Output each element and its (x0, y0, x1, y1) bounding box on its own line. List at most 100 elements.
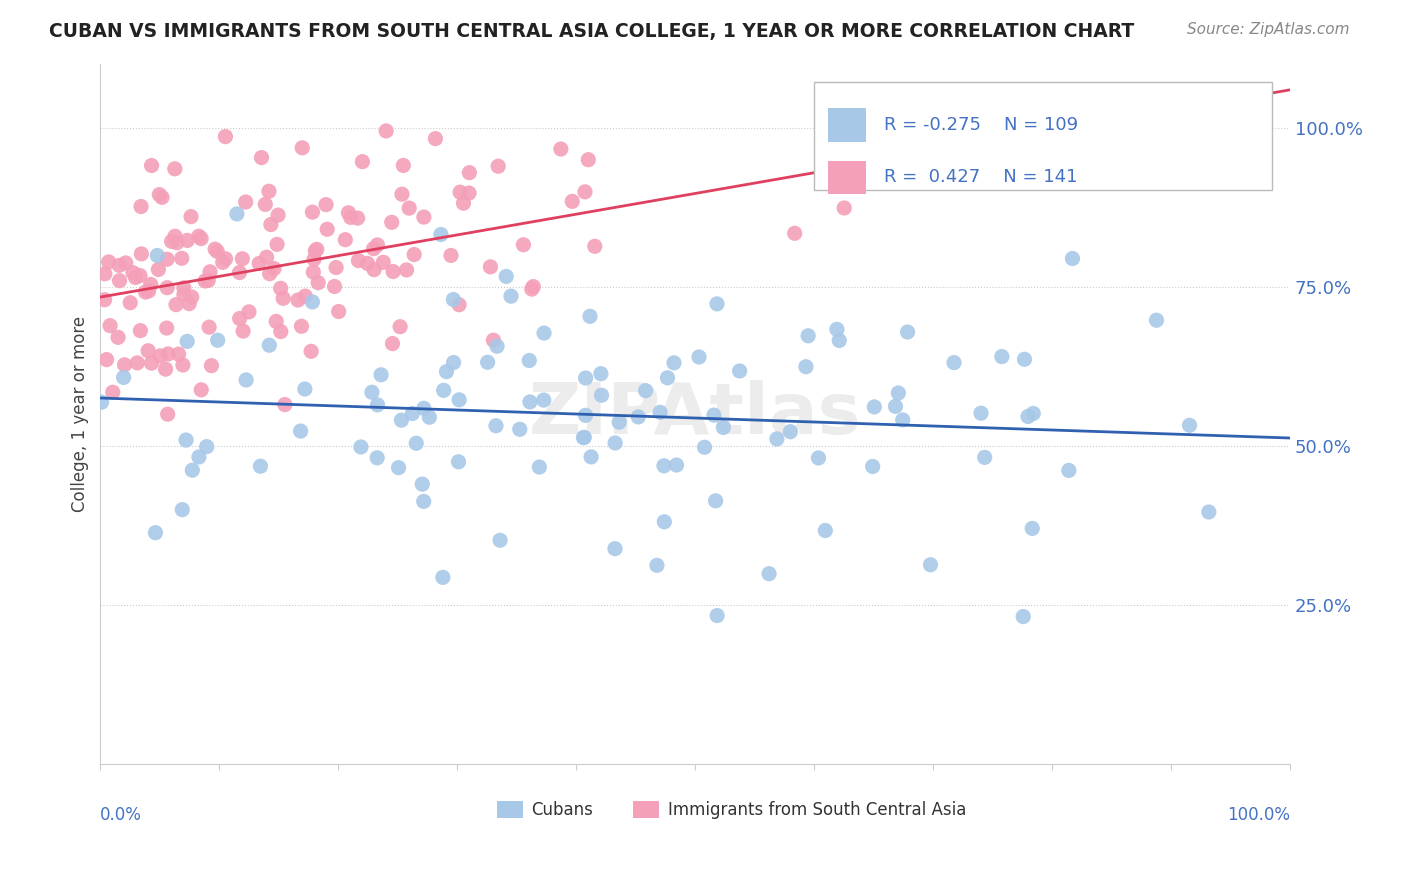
Point (156, 252, 179, 267)
Point (1146, 313, 1168, 327)
Point (970, 406, 993, 420)
Text: ZIPAtlas: ZIPAtlas (529, 380, 862, 449)
Point (706, 608, 728, 623)
Point (291, 141, 314, 155)
Point (398, 201, 420, 215)
Point (228, 311, 250, 326)
Text: R =  0.427    N = 141: R = 0.427 N = 141 (884, 169, 1078, 186)
Text: Source: ZipAtlas.com: Source: ZipAtlas.com (1187, 22, 1350, 37)
Point (93, 293, 115, 307)
Point (449, 298, 471, 312)
Text: R = -0.275    N = 109: R = -0.275 N = 109 (884, 116, 1078, 134)
Point (264, 314, 287, 328)
Point (149, 349, 172, 363)
Point (270, 281, 292, 295)
Point (519, 395, 541, 409)
Text: 100.0%: 100.0% (1227, 806, 1291, 824)
Point (120, 295, 142, 310)
Point (271, 291, 294, 305)
Point (266, 237, 288, 252)
Point (160, 235, 183, 249)
Point (381, 336, 404, 351)
Point (662, 356, 685, 370)
Point (405, 436, 427, 450)
Point (346, 211, 368, 225)
Point (176, 233, 198, 247)
Point (114, 358, 136, 372)
Point (382, 264, 405, 278)
Point (404, 247, 426, 261)
Point (139, 277, 162, 292)
Point (381, 215, 404, 229)
Point (486, 339, 509, 353)
Point (703, 408, 725, 422)
Point (389, 413, 412, 427)
Point (363, 262, 385, 277)
Point (891, 413, 914, 427)
Point (489, 533, 512, 548)
Point (108, 274, 131, 288)
Point (862, 459, 884, 474)
Point (825, 322, 848, 336)
Point (367, 398, 389, 412)
Point (1198, 505, 1220, 519)
Point (302, 252, 325, 266)
Point (430, 227, 453, 242)
Point (131, 247, 153, 261)
Point (583, 239, 606, 253)
Point (174, 433, 197, 447)
Point (665, 458, 688, 472)
Point (477, 355, 499, 369)
Point (884, 400, 907, 414)
Text: CUBAN VS IMMIGRANTS FROM SOUTH CENTRAL ASIA COLLEGE, 1 YEAR OR MORE CORRELATION : CUBAN VS IMMIGRANTS FROM SOUTH CENTRAL A… (49, 22, 1135, 41)
Bar (828, 161, 866, 194)
Point (652, 515, 675, 529)
Point (389, 319, 412, 334)
Point (648, 405, 671, 419)
Point (274, 398, 297, 412)
Point (479, 260, 502, 274)
Point (170, 252, 193, 266)
Point (226, 207, 249, 221)
Point (522, 279, 544, 293)
Point (235, 194, 257, 209)
Point (579, 450, 602, 464)
Point (166, 235, 188, 250)
Point (129, 200, 152, 214)
Point (180, 210, 202, 224)
Point (249, 459, 271, 474)
Point (299, 344, 322, 359)
Point (1014, 352, 1036, 367)
Point (97, 255, 120, 269)
Point (693, 440, 716, 454)
Point (973, 450, 995, 465)
Point (418, 410, 440, 425)
Point (302, 265, 325, 279)
Point (828, 334, 851, 348)
Point (112, 370, 135, 384)
Point (207, 333, 229, 347)
Point (1022, 407, 1045, 421)
Point (163, 161, 186, 176)
Point (758, 566, 780, 581)
Point (449, 392, 471, 407)
Point (520, 282, 543, 296)
Y-axis label: College, 1 year or more: College, 1 year or more (72, 316, 89, 512)
Point (259, 338, 281, 352)
Point (179, 296, 201, 310)
Point (257, 184, 280, 198)
Point (688, 350, 710, 364)
Point (807, 450, 830, 465)
Point (512, 237, 534, 252)
Point (205, 244, 228, 259)
Point (436, 365, 458, 379)
Point (794, 359, 817, 374)
Point (156, 281, 179, 295)
Point (704, 493, 727, 508)
Point (187, 229, 209, 244)
Point (356, 256, 378, 270)
Point (307, 276, 329, 290)
Point (238, 305, 260, 319)
Point (304, 244, 326, 258)
Point (250, 151, 273, 165)
